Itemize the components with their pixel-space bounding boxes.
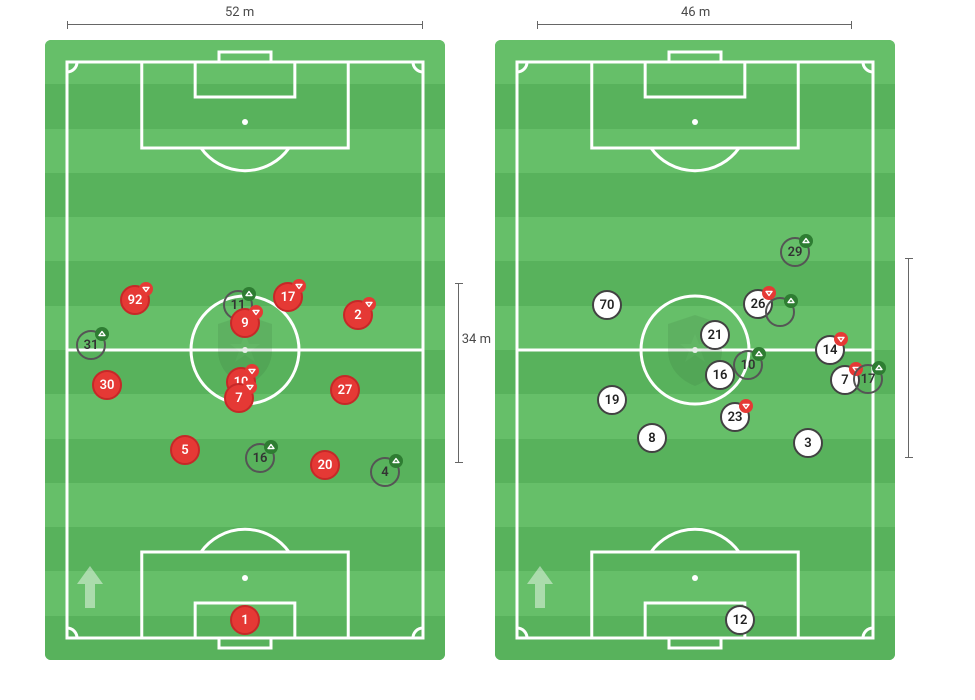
right-pitch-wrap: 46 m 2970262114101671719238312	[495, 10, 895, 660]
sub-out-icon	[249, 305, 263, 319]
player-marker[interactable]: 10	[733, 350, 763, 380]
player-marker[interactable]: 29	[780, 237, 810, 267]
sub-in-icon	[752, 347, 766, 361]
sub-in-icon	[799, 234, 813, 248]
player-marker[interactable]: 12	[725, 605, 755, 635]
player-marker[interactable]: 17	[273, 282, 303, 312]
direction-arrow-icon	[525, 564, 555, 610]
player-marker[interactable]: 2	[343, 300, 373, 330]
pitch-right: 2970262114101671719238312	[495, 40, 895, 660]
player-marker[interactable]	[765, 297, 795, 327]
sub-out-icon	[739, 399, 753, 413]
sub-out-icon	[243, 380, 257, 394]
sub-in-icon	[242, 287, 256, 301]
sub-in-icon	[95, 327, 109, 341]
sub-in-icon	[872, 361, 886, 375]
dim-top-bar-left	[67, 24, 423, 25]
sub-out-icon	[139, 282, 153, 296]
player-marker[interactable]: 8	[637, 423, 667, 453]
player-marker[interactable]: 16	[705, 360, 735, 390]
player-marker[interactable]: 17	[853, 364, 883, 394]
player-marker[interactable]: 14	[815, 335, 845, 365]
dim-side-label-left: 34 m	[462, 332, 491, 347]
sub-out-icon	[292, 279, 306, 293]
player-marker[interactable]: 7	[224, 383, 254, 413]
dim-side-bar-right	[908, 258, 909, 458]
sub-out-icon	[834, 332, 848, 346]
direction-arrow-icon	[75, 564, 105, 610]
pitches-container: 52 m 34 m 921117293130107275162041 46 m …	[0, 0, 975, 670]
sub-in-icon	[784, 294, 798, 308]
player-marker[interactable]: 16	[245, 443, 275, 473]
player-marker[interactable]: 20	[310, 450, 340, 480]
player-marker[interactable]: 27	[330, 375, 360, 405]
player-marker[interactable]: 92	[120, 285, 150, 315]
player-marker[interactable]: 5	[170, 435, 200, 465]
left-pitch-wrap: 52 m 34 m 921117293130107275162041	[45, 10, 445, 660]
dim-top-bar-right	[537, 24, 852, 25]
player-marker[interactable]: 19	[597, 385, 627, 415]
dim-top-label-right: 46 m	[681, 5, 710, 20]
player-marker[interactable]: 23	[720, 402, 750, 432]
dim-side-bar-left	[458, 283, 459, 463]
dim-top-label-left: 52 m	[225, 5, 254, 20]
player-marker[interactable]: 3	[793, 428, 823, 458]
player-marker[interactable]: 4	[370, 457, 400, 487]
sub-in-icon	[264, 440, 278, 454]
player-marker[interactable]: 1	[230, 605, 260, 635]
player-marker[interactable]: 9	[230, 308, 260, 338]
sub-out-icon	[362, 297, 376, 311]
player-marker[interactable]: 70	[592, 290, 622, 320]
sub-in-icon	[389, 454, 403, 468]
player-marker[interactable]: 31	[76, 330, 106, 360]
pitch-left: 921117293130107275162041	[45, 40, 445, 660]
player-marker[interactable]: 30	[92, 370, 122, 400]
sub-out-icon	[245, 364, 259, 378]
player-marker[interactable]: 21	[700, 320, 730, 350]
